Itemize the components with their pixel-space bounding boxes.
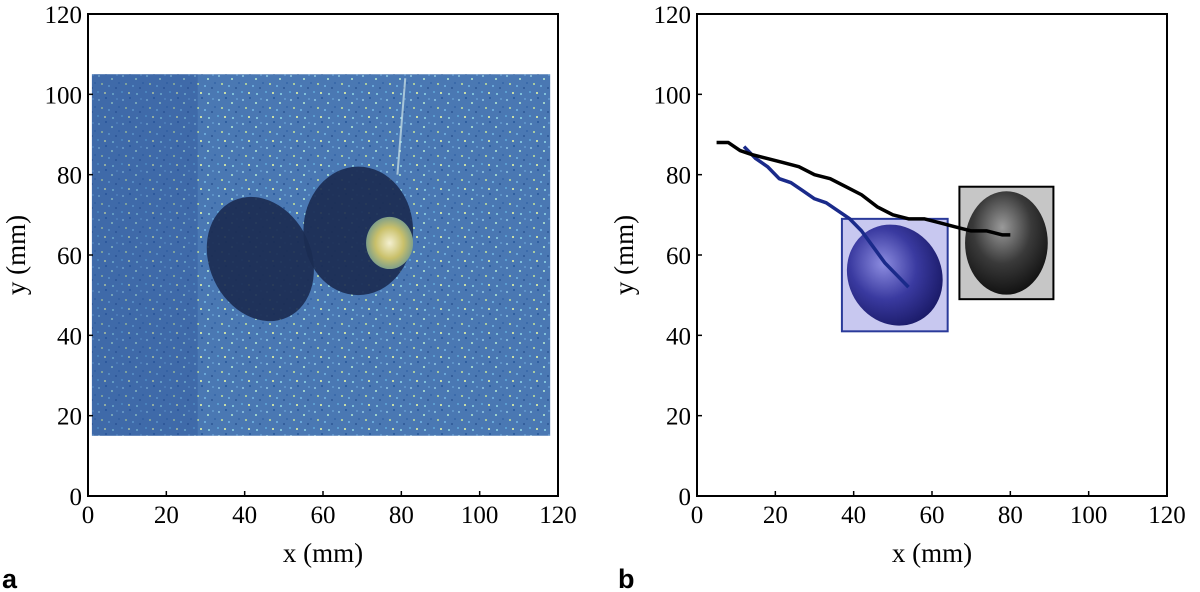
y-tick-label: 40	[666, 323, 691, 350]
image-shadow-strip	[91, 74, 198, 436]
x-tick-label: 80	[998, 502, 1023, 529]
blue-trajectory	[742, 145, 910, 289]
x-tick-label: 40	[841, 502, 866, 529]
panel-a: 0 20 40 60 80 100 120 0 20 40 60 80 100 120 x (mm) y (m…	[1, 2, 577, 592]
y-tick-label: 20	[57, 404, 82, 431]
x-axis-label: x (mm)	[892, 538, 972, 568]
plot-area	[91, 74, 551, 436]
y-tick-label: 0	[70, 484, 83, 511]
bright-particle	[366, 216, 414, 270]
y-tick-label: 100	[654, 82, 692, 109]
y-tick-label: 60	[666, 243, 691, 270]
y-tick-label: 100	[45, 82, 83, 109]
x-axis-label: x (mm)	[283, 538, 363, 568]
y-tick-label: 80	[57, 163, 82, 190]
y-axis-label: y (mm)	[609, 215, 639, 295]
x-tick-label: 120	[1148, 502, 1186, 529]
y-tick-label: 120	[45, 2, 83, 29]
x-tick-label: 0	[691, 502, 704, 529]
y-tick-label: 20	[666, 404, 691, 431]
y-tick-label: 40	[57, 323, 82, 350]
x-tick-label: 60	[920, 502, 945, 529]
image-streak	[396, 78, 407, 175]
x-tick-label: 100	[1070, 502, 1108, 529]
y-tick-label: 60	[57, 243, 82, 270]
panel-label: b	[618, 564, 635, 592]
x-tick-label: 40	[232, 502, 257, 529]
y-tick-label: 80	[666, 163, 691, 190]
left-bubble	[206, 196, 314, 322]
panel-label: a	[2, 564, 18, 592]
x-tick-label: 0	[82, 502, 95, 529]
x-tick-label: 100	[461, 502, 499, 529]
black-trajectory	[716, 140, 1011, 237]
y-tick-label: 0	[679, 484, 692, 511]
x-tick-label: 120	[539, 502, 577, 529]
panel-b: 0 20 40 60 80 100 120 0 20 40 60 80 100 120 x (mm) y (m…	[609, 2, 1186, 592]
plot-area	[716, 140, 1055, 333]
grey-bubble-render	[965, 191, 1048, 295]
y-axis-label: y (mm)	[1, 215, 31, 295]
x-tick-label: 20	[154, 502, 179, 529]
x-tick-label: 80	[389, 502, 414, 529]
y-tick-label: 120	[654, 2, 692, 29]
x-tick-label: 20	[763, 502, 788, 529]
x-tick-label: 60	[311, 502, 336, 529]
